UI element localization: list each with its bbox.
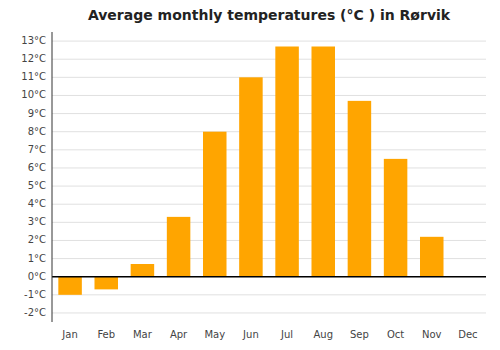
x-tick-label: Jun bbox=[242, 329, 259, 340]
grid-line bbox=[52, 113, 486, 114]
grid-line bbox=[52, 294, 486, 295]
y-tick-label: 5°C bbox=[28, 180, 46, 191]
grid-line bbox=[52, 204, 486, 205]
y-tick-label: 1°C bbox=[28, 253, 46, 264]
bar bbox=[58, 277, 82, 295]
x-tick-label: Apr bbox=[170, 329, 188, 340]
chart-container: Average monthly temperatures (°C ) in Rø… bbox=[0, 0, 500, 350]
y-tick-label: 2°C bbox=[28, 234, 46, 245]
y-tick-label: 7°C bbox=[28, 144, 46, 155]
grid-line bbox=[52, 95, 486, 96]
bar bbox=[94, 277, 118, 290]
x-tick-label: Jan bbox=[61, 329, 77, 340]
bars bbox=[58, 47, 443, 295]
chart-svg: Average monthly temperatures (°C ) in Rø… bbox=[0, 0, 500, 350]
y-tick-label: -1°C bbox=[24, 289, 46, 300]
y-tick-label: 3°C bbox=[28, 216, 46, 227]
grid-line bbox=[52, 167, 486, 168]
x-tick-label: Oct bbox=[387, 329, 404, 340]
grid-line bbox=[52, 312, 486, 313]
bar bbox=[420, 237, 444, 277]
y-tick-label: 0°C bbox=[28, 271, 46, 282]
y-axis-ticks: -2°C -1°C 0°C 1°C 2°C 3°C 4°C 5°C 6°C 7°C 8°C 9°C 10… bbox=[21, 35, 46, 318]
grid-line bbox=[52, 131, 486, 132]
bar bbox=[131, 264, 155, 277]
bar bbox=[239, 77, 263, 276]
grid-line bbox=[52, 222, 486, 223]
y-tick-label: -2°C bbox=[24, 307, 46, 318]
x-tick-label: Nov bbox=[422, 329, 442, 340]
x-axis-ticks: Jan Feb Mar Apr May Jun Jul Aug Sep Oct Nov Dec bbox=[61, 329, 477, 340]
grid-line bbox=[52, 77, 486, 78]
y-axis-line bbox=[52, 32, 53, 322]
y-tick-label: 10°C bbox=[21, 89, 46, 100]
y-tick-label: 9°C bbox=[28, 108, 46, 119]
x-tick-label: Dec bbox=[458, 329, 477, 340]
x-tick-label: Sep bbox=[350, 329, 369, 340]
x-tick-label: Mar bbox=[133, 329, 153, 340]
y-tick-label: 11°C bbox=[21, 71, 46, 82]
zero-line bbox=[52, 276, 486, 278]
x-tick-label: May bbox=[204, 329, 225, 340]
bar bbox=[311, 47, 335, 277]
grid-line bbox=[52, 276, 486, 277]
y-tick-label: 13°C bbox=[21, 35, 46, 46]
y-tick-label: 12°C bbox=[21, 53, 46, 64]
y-tick-label: 4°C bbox=[28, 198, 46, 209]
grid-line bbox=[52, 149, 486, 150]
x-tick-label: Jul bbox=[280, 329, 293, 340]
grid-line bbox=[52, 59, 486, 60]
grid bbox=[52, 41, 486, 313]
x-tick-label: Feb bbox=[97, 329, 115, 340]
bar bbox=[167, 217, 191, 277]
grid-line bbox=[52, 186, 486, 187]
bar bbox=[348, 101, 372, 277]
x-tick-label: Aug bbox=[313, 329, 333, 340]
y-tick-label: 6°C bbox=[28, 162, 46, 173]
y-tick-label: 8°C bbox=[28, 126, 46, 137]
bar bbox=[275, 47, 299, 277]
title: Average monthly temperatures (°C ) in Rø… bbox=[88, 7, 451, 23]
grid-line bbox=[52, 41, 486, 42]
bar bbox=[203, 132, 227, 277]
bar bbox=[384, 159, 408, 277]
